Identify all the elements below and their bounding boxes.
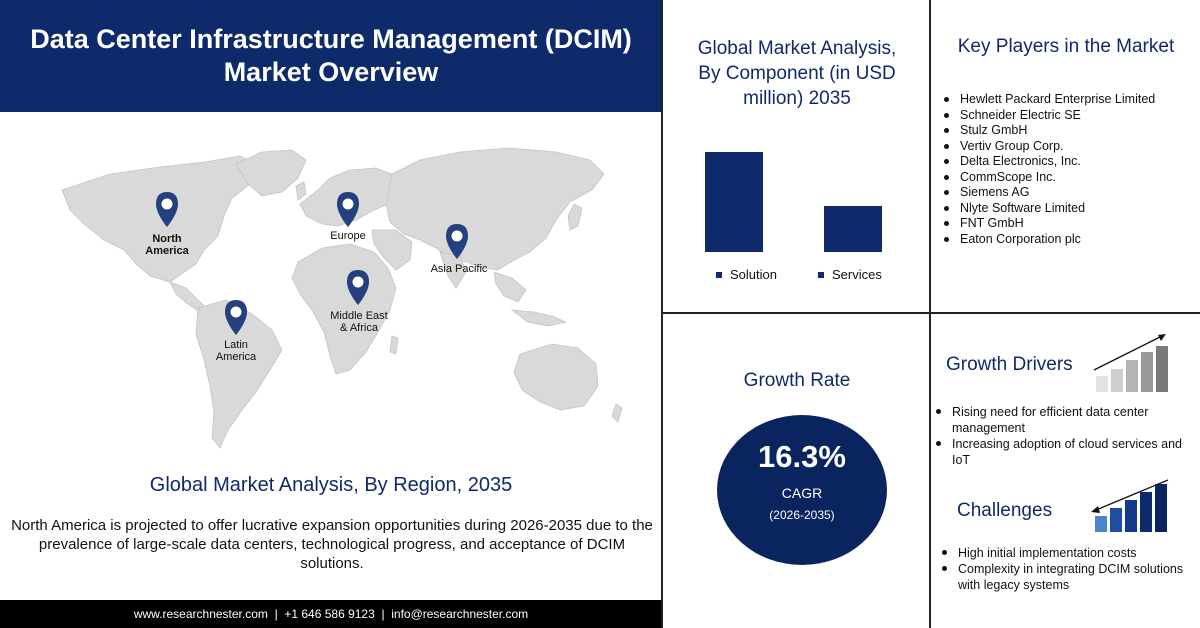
region-label-middle-east-africa: Middle East & Africa xyxy=(330,310,388,334)
key-player-item: Nlyte Software Limited xyxy=(944,201,1194,217)
challenges-list: High initial implementation costs Comple… xyxy=(940,545,1190,593)
key-players-list: Hewlett Packard Enterprise Limited Schne… xyxy=(944,92,1194,247)
legend-swatch-solution xyxy=(716,271,722,278)
growth-rate-title: Growth Rate xyxy=(743,370,851,391)
legend-label-solution: Solution xyxy=(730,267,777,282)
legend-item-services: Services xyxy=(818,267,882,282)
growth-driver-item: Increasing adoption of cloud services an… xyxy=(934,436,1196,468)
divider-horizontal xyxy=(662,312,1200,314)
legend-swatch-services xyxy=(818,271,824,278)
bar-solution xyxy=(705,152,763,252)
title-banner: Data Center Infrastructure Management (D… xyxy=(0,0,662,112)
key-player-item: Stulz GmbH xyxy=(944,123,1194,139)
footer-contact-bar: www.researchnester.com | +1 646 586 9123… xyxy=(0,600,662,628)
divider-middle xyxy=(929,0,931,628)
region-label-europe: Europe xyxy=(330,230,366,242)
key-player-item: Eaton Corporation plc xyxy=(944,232,1194,248)
location-pin-middle-east-africa-icon xyxy=(347,270,369,305)
key-player-item: CommScope Inc. xyxy=(944,170,1194,186)
location-pin-latin-america-icon xyxy=(225,300,247,335)
cagr-period: (2026-2035) xyxy=(769,508,835,522)
key-player-item: Delta Electronics, Inc. xyxy=(944,154,1194,170)
legend-label-services: Services xyxy=(832,267,882,282)
growth-rate-circle: 16.3% CAGR (2026-2035) xyxy=(717,415,887,565)
growth-driver-item: Rising need for efficient data center ma… xyxy=(934,404,1196,436)
bar-services xyxy=(824,206,882,252)
region-analysis-heading: Global Market Analysis, By Region, 2035 xyxy=(149,474,513,496)
challenge-item: High initial implementation costs xyxy=(940,545,1190,561)
growth-drivers-list: Rising need for efficient data center ma… xyxy=(934,404,1196,468)
key-player-item: Hewlett Packard Enterprise Limited xyxy=(944,92,1194,108)
location-pin-north-america-icon xyxy=(156,192,178,227)
key-players-title: Key Players in the Market xyxy=(957,36,1175,57)
page-title-line2: Market Overview xyxy=(223,57,439,87)
world-map: North America Europe Asia Pacific Middle … xyxy=(0,112,662,468)
divider-left xyxy=(661,0,663,628)
key-player-item: Siemens AG xyxy=(944,185,1194,201)
legend-item-solution: Solution xyxy=(716,267,777,282)
rising-bars-icon xyxy=(1093,334,1168,392)
cagr-label: CAGR xyxy=(781,485,823,501)
world-map-graphic xyxy=(61,147,623,449)
key-player-item: Vertiv Group Corp. xyxy=(944,139,1194,155)
key-player-item: FNT GmbH xyxy=(944,216,1194,232)
cagr-value: 16.3% xyxy=(758,439,846,474)
growth-drivers-title: Growth Drivers xyxy=(946,354,1073,375)
location-pin-asia-pacific-icon xyxy=(446,224,468,259)
component-chart-title: Global Market Analysis, By Component (in… xyxy=(697,38,897,109)
page-title-line1: Data Center Infrastructure Management (D… xyxy=(30,24,632,54)
region-analysis-description: North America is projected to offer lucr… xyxy=(11,517,653,572)
region-label-asia-pacific: Asia Pacific xyxy=(430,263,488,275)
region-label-north-america: North America xyxy=(145,233,189,257)
key-player-item: Schneider Electric SE xyxy=(944,108,1194,124)
declining-trend-bars-icon xyxy=(1091,479,1169,532)
location-pin-europe-icon xyxy=(337,192,359,227)
challenge-item: Complexity in integrating DCIM solutions… xyxy=(940,561,1190,593)
footer-contact-text: www.researchnester.com | +1 646 586 9123… xyxy=(133,607,529,621)
region-label-latin-america: Latin America xyxy=(215,339,257,363)
component-bar-chart xyxy=(705,152,882,252)
challenges-title: Challenges xyxy=(957,500,1053,521)
